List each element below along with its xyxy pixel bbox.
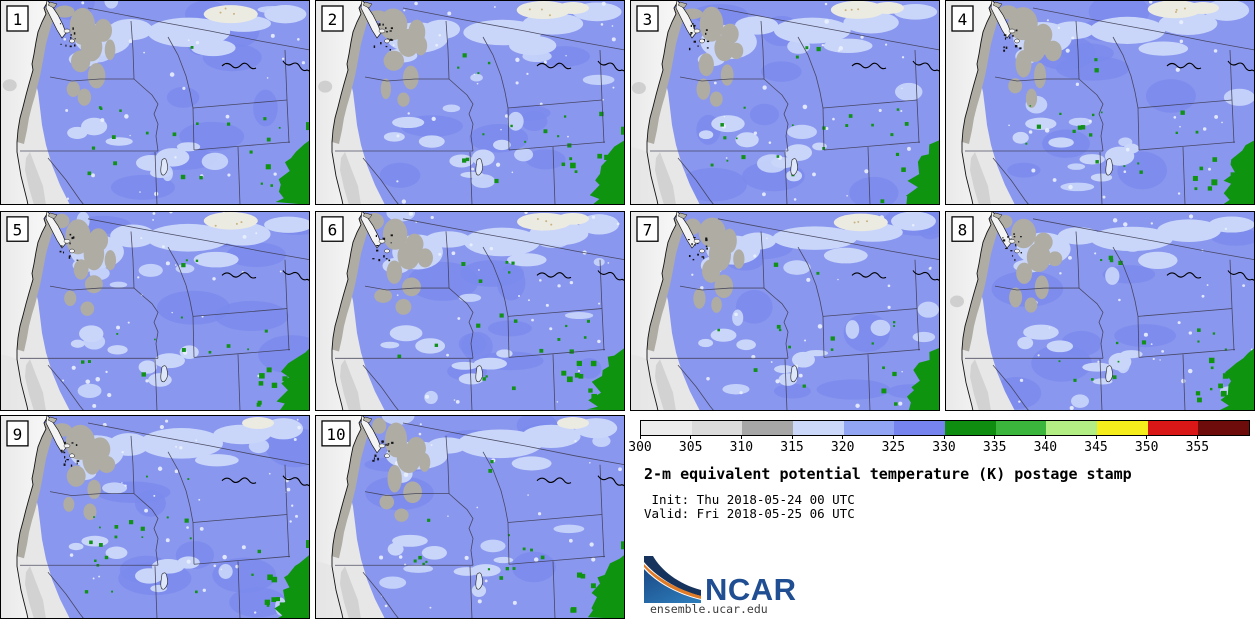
map-panel-svg: 3 — [630, 0, 940, 205]
colorbar-tick — [1196, 435, 1198, 439]
colorbar-segment-10 — [1147, 421, 1199, 435]
map-panel-svg: 5 — [0, 211, 310, 411]
map-panel-svg: 4 — [945, 0, 1255, 205]
ensemble-member-panel-5: 5 — [0, 211, 310, 411]
ensemble-member-panel-7: 7 — [630, 211, 940, 411]
colorbar — [640, 420, 1250, 436]
colorbar-segment-2 — [742, 421, 794, 435]
colorbar-tick-label: 320 — [830, 440, 855, 455]
map-panel-svg: 8 — [945, 211, 1255, 411]
colorbar-tick-label: 345 — [1084, 440, 1108, 455]
ensemble-member-panel-10: 10 — [315, 415, 625, 619]
colorbar-tick — [1146, 435, 1148, 439]
ensemble-member-panel-2: 2 — [315, 0, 625, 205]
ensemble-member-panel-6: 6 — [315, 211, 625, 411]
valid-time-label: Valid: Fri 2018-05-25 06 UTC — [644, 506, 855, 521]
figure-title: 2-m equivalent potential temperature (K)… — [644, 465, 1132, 483]
colorbar-tick — [943, 435, 945, 439]
colorbar-tick-label: 350 — [1134, 440, 1159, 455]
colorbar-tick — [994, 435, 996, 439]
colorbar-tick-label: 335 — [982, 440, 1007, 455]
colorbar-tick — [842, 435, 844, 439]
svg-text:9: 9 — [13, 425, 23, 444]
colorbar-segment-6 — [945, 421, 996, 435]
ensemble-member-panel-1: 1 — [0, 0, 310, 205]
ncar-swoosh-blue — [644, 569, 701, 603]
svg-text:8: 8 — [958, 221, 968, 240]
colorbar-tick — [1044, 435, 1046, 439]
ensemble-member-panel-4: 4 — [945, 0, 1255, 205]
colorbar-tick-label: 325 — [881, 440, 906, 455]
svg-text:10: 10 — [326, 425, 345, 444]
colorbar-segment-0 — [641, 421, 692, 435]
colorbar-ticks: 300 305 310 315 320 325 330 335 340 345 350 355 — [628, 435, 1248, 457]
colorbar-segment-4 — [843, 421, 895, 435]
colorbar-tick — [639, 435, 641, 439]
ncar-wordmark: NCAR — [705, 572, 797, 603]
ensemble-member-panel-9: 9 — [0, 415, 310, 619]
colorbar-segment-9 — [1097, 421, 1148, 435]
ncar-swoosh-navy — [644, 556, 701, 596]
svg-text:1: 1 — [13, 10, 23, 29]
ensemble-member-panel-8: 8 — [945, 211, 1255, 411]
svg-text:4: 4 — [958, 10, 968, 29]
map-panel-svg: 9 — [0, 415, 310, 619]
colorbar-tick — [740, 435, 742, 439]
logo-url: ensemble.ucar.edu — [650, 602, 768, 616]
ncar-swoosh-orange — [644, 564, 701, 599]
init-time-label: Init: Thu 2018-05-24 00 UTC — [644, 492, 855, 507]
colorbar-tick-label: 310 — [729, 440, 754, 455]
colorbar-segment-7 — [995, 421, 1047, 435]
colorbar-tick-label: 305 — [678, 440, 703, 455]
colorbar-tick — [791, 435, 793, 439]
map-panel-svg: 6 — [315, 211, 625, 411]
colorbar-tick — [690, 435, 692, 439]
svg-text:5: 5 — [13, 221, 23, 240]
colorbar-tick-label: 340 — [1033, 440, 1058, 455]
svg-text:6: 6 — [328, 221, 338, 240]
colorbar-segment-8 — [1046, 421, 1098, 435]
svg-text:2: 2 — [328, 10, 338, 29]
svg-text:7: 7 — [643, 221, 653, 240]
ncar-logo: NCAR — [644, 556, 797, 603]
map-panel-svg: 10 — [315, 415, 625, 619]
map-panel-svg: 7 — [630, 211, 940, 411]
colorbar-tick-label: 330 — [932, 440, 956, 455]
legend-info-area: 300 305 310 315 320 325 330 335 340 345 350 355 2-m… — [628, 415, 1260, 619]
map-panel-svg: 1 — [0, 0, 310, 205]
colorbar-tick — [1095, 435, 1097, 439]
colorbar-segment-5 — [894, 421, 946, 435]
colorbar-tick — [892, 435, 894, 439]
colorbar-tick-label: 300 — [628, 440, 652, 455]
colorbar-tick-label: 315 — [780, 440, 804, 455]
colorbar-segment-3 — [793, 421, 844, 435]
svg-text:3: 3 — [643, 10, 653, 29]
colorbar-segment-1 — [691, 421, 743, 435]
colorbar-tick-label: 355 — [1185, 440, 1210, 455]
colorbar-segment-11 — [1198, 421, 1250, 435]
map-panel-svg: 2 — [315, 0, 625, 205]
ensemble-member-panel-3: 3 — [630, 0, 940, 205]
